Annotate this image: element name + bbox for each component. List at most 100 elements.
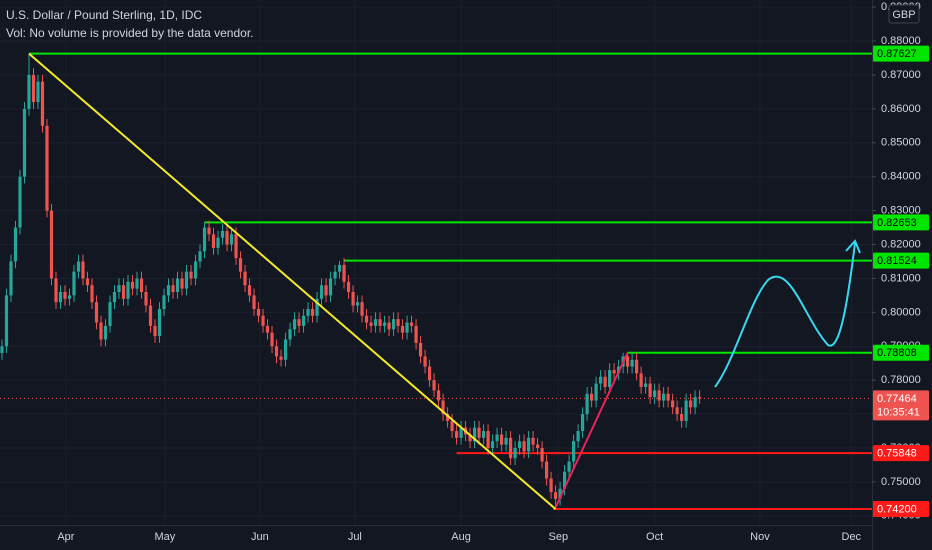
candle-body	[423, 356, 427, 367]
candle-body	[54, 278, 58, 303]
candle-body	[301, 315, 306, 326]
candle-body	[85, 278, 90, 286]
candle-body	[337, 264, 342, 272]
candle-body	[666, 393, 670, 401]
candle-body	[202, 227, 207, 252]
candle-body	[238, 258, 243, 272]
candle-body	[306, 308, 310, 316]
candle-body	[283, 339, 288, 360]
candle-body	[441, 400, 445, 415]
x-tick-label: Oct	[646, 531, 663, 543]
y-tick-label: 0.86000	[881, 103, 921, 115]
candle-body	[513, 448, 517, 459]
candle-body	[117, 285, 121, 293]
candle-body	[157, 308, 162, 337]
candle-body	[481, 431, 486, 438]
candle-body	[36, 81, 40, 103]
levels	[0, 52, 872, 511]
candle-body	[630, 359, 634, 367]
candle-body	[135, 278, 139, 289]
y-tick-label: 0.75000	[881, 476, 921, 488]
candle-body	[315, 298, 319, 316]
candle-body	[486, 431, 490, 449]
candle-body	[571, 441, 576, 462]
forecast-path	[714, 242, 856, 388]
y-tick-label: 0.85000	[881, 137, 921, 149]
candle-body	[184, 271, 189, 289]
candle-body	[247, 285, 252, 296]
candle-body	[45, 125, 49, 211]
x-tick-label: Aug	[451, 531, 471, 543]
candle-body	[639, 373, 643, 387]
level-tag: 0.78808	[877, 347, 917, 359]
y-tick-label: 0.81000	[881, 272, 921, 284]
candle-body	[166, 285, 171, 296]
level-tag-bg	[873, 252, 929, 269]
candle-body	[544, 461, 549, 479]
candle-body	[684, 400, 688, 421]
x-tick-label: Jun	[251, 531, 269, 543]
candle-body	[234, 234, 238, 259]
x-tick-label: Apr	[57, 531, 74, 543]
candle-body	[0, 346, 4, 354]
candles	[0, 53, 702, 510]
candle-body	[153, 325, 157, 337]
candle-body	[76, 261, 81, 272]
currency: GBP	[892, 9, 915, 21]
candle-body	[657, 390, 661, 401]
candle-body	[585, 393, 589, 415]
candle-body	[292, 319, 297, 330]
candle-body	[288, 329, 292, 340]
last-price-bg	[873, 390, 929, 421]
level-tag-bg	[873, 45, 929, 62]
candle-body	[189, 271, 193, 279]
candle-body	[504, 437, 508, 445]
candle-body	[414, 325, 418, 343]
level-tag-bg	[873, 344, 929, 361]
candle-body	[99, 322, 103, 340]
candle-body	[63, 292, 67, 299]
candle-body	[540, 448, 544, 462]
y-tick-label: 0.88000	[881, 35, 921, 47]
candle-body	[229, 234, 234, 245]
candle-body	[297, 319, 301, 326]
candle-body	[553, 492, 558, 499]
candle-body	[644, 383, 648, 387]
candle-body	[531, 437, 535, 445]
candle-body	[382, 322, 387, 326]
candle-body	[171, 285, 175, 293]
candle-body	[594, 383, 598, 401]
candle-body	[432, 380, 436, 391]
candle-body	[148, 305, 153, 326]
candle-body	[598, 376, 603, 384]
candle-body	[558, 488, 562, 499]
candle-body	[454, 431, 459, 438]
level-tag-bg	[873, 214, 929, 231]
x-tick-label: May	[155, 531, 176, 543]
candle-body	[549, 478, 553, 493]
candle-body	[126, 281, 130, 299]
candle-body	[373, 319, 378, 326]
candle-body	[265, 325, 270, 333]
x-tick-label: Jul	[348, 531, 362, 543]
forecast-arrowhead	[845, 239, 861, 254]
candle-body	[256, 308, 261, 316]
candle-body	[13, 227, 18, 262]
candle-body	[378, 319, 382, 326]
candle-body	[211, 234, 216, 248]
candle-body	[81, 261, 85, 279]
candle-body	[90, 285, 94, 303]
candle-body	[364, 315, 369, 323]
candle-body	[274, 346, 279, 357]
candle-body	[405, 322, 409, 333]
candle-body	[418, 342, 423, 357]
candle-body	[576, 431, 580, 442]
x-tick-label: Sep	[548, 531, 568, 543]
trendline	[28, 52, 557, 510]
candle-body	[270, 332, 274, 347]
trendlines	[28, 52, 629, 510]
candle-body	[279, 356, 283, 360]
candle-body	[535, 444, 540, 449]
candle-body	[22, 108, 27, 177]
candle-body	[387, 322, 391, 330]
